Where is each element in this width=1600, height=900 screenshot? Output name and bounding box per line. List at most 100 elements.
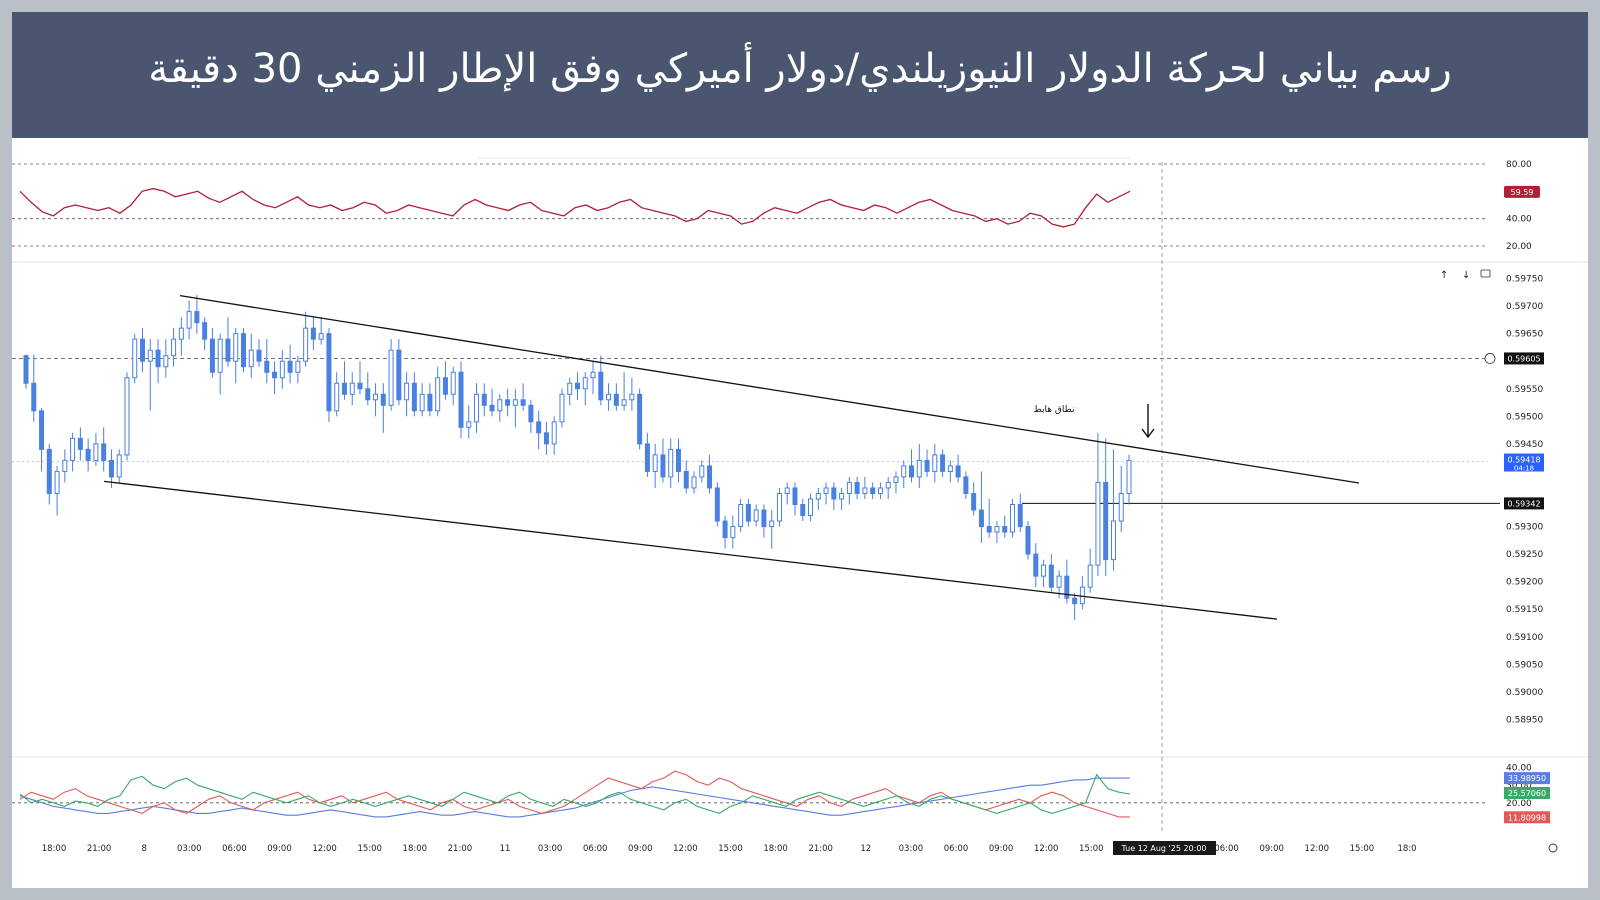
candle xyxy=(163,355,169,368)
rsi-axis-tick: 80.00 xyxy=(1506,160,1532,170)
candle xyxy=(1064,575,1070,599)
candle xyxy=(466,421,472,428)
time-axis-tick: 15:00 xyxy=(1350,844,1375,854)
candle xyxy=(295,360,301,373)
candle xyxy=(543,432,549,445)
candle xyxy=(70,437,76,461)
candle xyxy=(536,421,542,434)
reset-scale-icon[interactable] xyxy=(1480,269,1491,278)
candle xyxy=(450,371,456,395)
candle xyxy=(458,371,464,428)
cursor-time-label: Tue 12 Aug '25 20:00 xyxy=(1120,844,1206,853)
candle xyxy=(637,393,643,445)
current-price-badge xyxy=(1504,453,1544,472)
dmi-axis-tick: 40.00 xyxy=(1506,764,1532,774)
time-axis-tick: 12 xyxy=(860,844,871,854)
candle xyxy=(644,443,650,472)
time-axis-tick: 8 xyxy=(141,844,146,854)
candle xyxy=(264,360,270,373)
candle xyxy=(978,509,984,528)
candle xyxy=(481,393,487,406)
candle xyxy=(994,526,1000,533)
price-axis-tick: 0.59050 xyxy=(1506,660,1543,670)
candle xyxy=(357,382,363,390)
candle xyxy=(217,338,223,373)
time-axis-tick: 15:00 xyxy=(1079,844,1104,854)
candle xyxy=(808,498,814,517)
candle xyxy=(178,327,184,340)
arrow-down-icon: ↓ xyxy=(1462,270,1470,281)
candle xyxy=(567,382,573,395)
rsi-line xyxy=(19,187,1131,228)
candle xyxy=(575,382,580,390)
candle xyxy=(365,388,371,401)
dmi-axis-tick: 20.00 xyxy=(1506,799,1532,809)
candle xyxy=(761,509,767,528)
candle xyxy=(784,487,790,494)
candle xyxy=(582,377,588,390)
time-axis-tick: 18:0 xyxy=(1397,844,1416,854)
candle xyxy=(505,399,511,406)
settings-gear-icon[interactable] xyxy=(1548,843,1558,853)
price-axis-tick: 0.58950 xyxy=(1506,715,1543,725)
candle xyxy=(675,448,681,472)
price-axis-tick: 0.59100 xyxy=(1506,633,1543,643)
adx-value-badge xyxy=(1504,772,1550,785)
candle xyxy=(442,377,448,395)
adx-line xyxy=(19,777,1130,818)
time-axis-tick: 21:00 xyxy=(808,844,833,854)
candle xyxy=(116,454,122,478)
price-axis-tick: 0.59300 xyxy=(1506,523,1543,533)
candle xyxy=(108,459,114,478)
dmi-axis-tick: 30.00 xyxy=(1506,781,1532,791)
time-axis-tick: 06:00 xyxy=(1214,844,1239,854)
candle xyxy=(1103,481,1109,561)
time-axis-tick: 18:00 xyxy=(403,844,428,854)
candle xyxy=(520,399,526,406)
candle xyxy=(885,481,891,489)
di-minus-value-label: 11.80998 xyxy=(1508,813,1546,822)
candle xyxy=(1118,492,1124,522)
candle xyxy=(559,393,565,423)
candle xyxy=(776,492,782,522)
price-axis-tick: 0.59450 xyxy=(1506,440,1543,450)
candle xyxy=(1048,564,1054,588)
price-axis-tick: 0.59750 xyxy=(1506,275,1543,285)
candle xyxy=(404,382,410,401)
candle xyxy=(660,454,666,478)
candle xyxy=(419,393,425,412)
candle xyxy=(512,399,518,406)
candle xyxy=(730,526,736,539)
candle xyxy=(815,492,821,500)
candle xyxy=(800,504,806,517)
candle xyxy=(621,399,627,406)
di-plus-value-badge xyxy=(1504,786,1550,799)
candle xyxy=(606,393,612,401)
candle xyxy=(652,454,658,472)
candle xyxy=(411,382,417,412)
candle xyxy=(388,349,394,406)
add-alert-icon[interactable] xyxy=(1484,353,1496,364)
time-axis-tick: 15:00 xyxy=(357,844,382,854)
candle xyxy=(77,437,83,450)
candle xyxy=(209,338,215,373)
dotted-level-badge xyxy=(1504,352,1544,365)
candle xyxy=(39,410,45,450)
channel-lower-line xyxy=(103,480,1278,620)
candle xyxy=(839,492,845,500)
price-chart[interactable]: 80.00 40.00 20.00 59.59 0.59750 0.59700 0.5965… xyxy=(12,12,1588,888)
candle xyxy=(870,487,876,494)
candle xyxy=(551,421,557,445)
candle xyxy=(1002,526,1008,533)
candle xyxy=(877,487,883,494)
candle xyxy=(629,393,635,401)
candle xyxy=(54,470,60,494)
candle xyxy=(171,338,177,357)
candle xyxy=(691,476,697,489)
down-arrow-annotation xyxy=(1141,404,1155,439)
time-axis-tick: 03:00 xyxy=(177,844,202,854)
candle xyxy=(326,333,332,412)
time-axis-tick: 21:00 xyxy=(448,844,473,854)
dotted-level-label: 0.59605 xyxy=(1507,354,1540,363)
price-axis-tick: 0.59000 xyxy=(1506,688,1543,698)
